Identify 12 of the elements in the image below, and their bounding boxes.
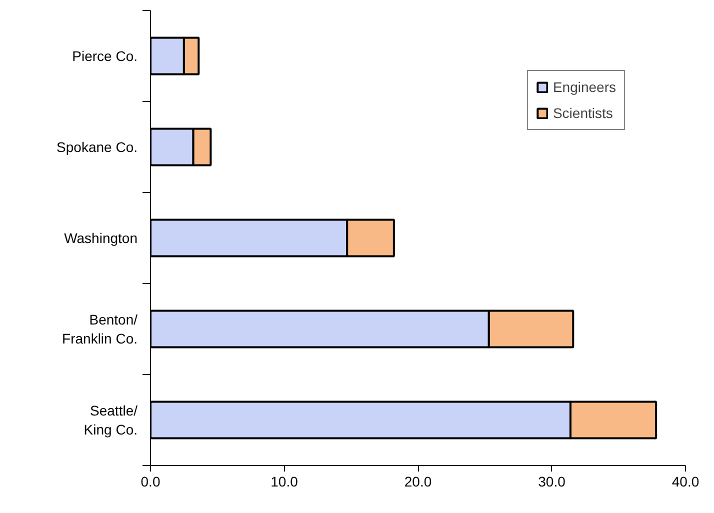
y-tick-label: Pierce Co. — [72, 48, 138, 64]
y-tick-label: Seattle/ King Co. — [84, 402, 138, 438]
y-tick-label: Benton/ Franklin Co. — [62, 311, 138, 347]
x-tick-label: 20.0 — [404, 474, 432, 490]
x-tick-label: 40.0 — [672, 474, 700, 490]
legend-label: Engineers — [552, 79, 616, 95]
x-tick-label: 30.0 — [538, 474, 566, 490]
y-tick-label: Washington — [64, 230, 138, 246]
x-tick-label: 0.0 — [140, 474, 160, 490]
y-tick-label: Spokane Co. — [56, 139, 138, 155]
legend-label: Scientists — [552, 105, 613, 121]
x-tick-label: 10.0 — [270, 474, 298, 490]
